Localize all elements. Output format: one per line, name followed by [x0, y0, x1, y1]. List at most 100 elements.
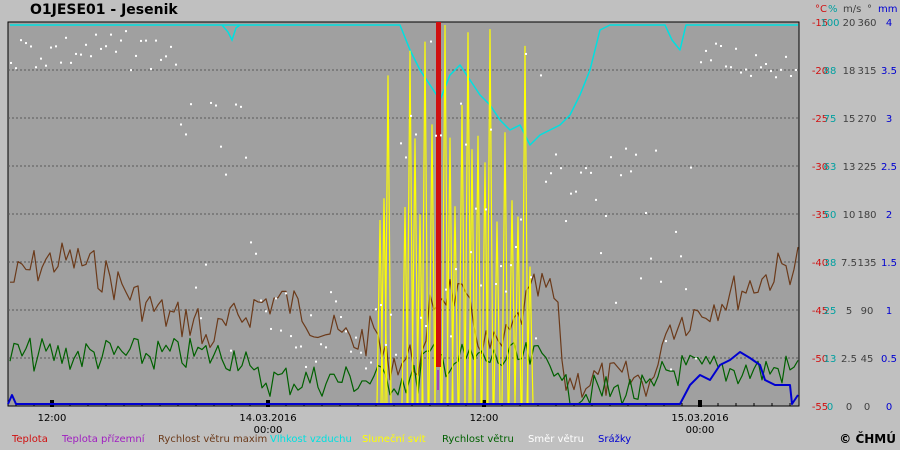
wind-direction-point: [275, 297, 277, 300]
wind-direction-point: [580, 171, 582, 174]
wind-direction-point: [505, 290, 507, 293]
wind-direction-point: [145, 39, 147, 42]
y-tick-label: 88: [824, 66, 837, 77]
wind-direction-point: [560, 167, 562, 170]
wind-max-line: [9, 242, 799, 398]
wind-direction-point: [330, 291, 332, 294]
x-tick-sublabel: 00:00: [686, 425, 715, 436]
y-tick-label: 13: [843, 162, 856, 173]
wind-direction-point: [105, 45, 107, 48]
wind-direction-point: [575, 190, 577, 193]
wind-direction-point: [270, 327, 272, 330]
wind-direction-point: [160, 58, 162, 61]
wind-direction-point: [60, 61, 62, 64]
sunshine-spike: [421, 41, 429, 405]
y-tick-label: -40: [812, 258, 828, 269]
wind-direction-point: [365, 367, 367, 370]
wind-direction-point: [520, 218, 522, 221]
y-tick-label: 2: [886, 210, 892, 221]
wind-direction-point: [765, 63, 767, 66]
wind-direction-point: [500, 265, 502, 268]
sunshine-spike: [446, 137, 454, 405]
y-tick-label: 1.5: [881, 258, 897, 269]
sunshine-spike: [474, 135, 482, 405]
series-layer: [7, 22, 799, 405]
wind-direction-point: [15, 67, 17, 70]
wind-direction-point: [165, 55, 167, 58]
wind-direction-point: [600, 252, 602, 255]
legend-item: Teplota: [12, 434, 48, 445]
wind-direction-point: [605, 214, 607, 217]
humidity-line: [10, 24, 798, 146]
chart-title: O1JESE01 - Jesenik: [30, 2, 178, 18]
wind-direction-point: [690, 166, 692, 169]
wind-direction-point: [495, 282, 497, 285]
wind-direction-point: [50, 46, 52, 49]
wind-direction-point: [265, 310, 267, 313]
wind-direction-point: [300, 345, 302, 348]
wind-direction-point: [230, 349, 232, 352]
unit-label: mm: [878, 4, 898, 15]
y-tick-label: 2.5: [881, 162, 897, 173]
wind-direction-point: [705, 49, 707, 52]
wind-direction-point: [645, 211, 647, 214]
copyright: © ČHMÚ: [839, 432, 896, 446]
sunshine-spike: [441, 25, 449, 405]
wind-direction-point: [170, 45, 172, 48]
wind-direction-point: [190, 103, 192, 106]
y-tick-label: -25: [812, 114, 828, 125]
y-tick-label: 10: [843, 210, 856, 221]
y-tick-label: 0: [827, 402, 833, 413]
y-tick-label: -30: [812, 162, 828, 173]
wind-direction-point: [320, 343, 322, 346]
wind-direction-point: [305, 365, 307, 368]
wind-direction-point: [625, 147, 627, 150]
wind-direction-point: [620, 174, 622, 177]
wind-direction-point: [180, 123, 182, 126]
wind-direction-point: [755, 54, 757, 57]
x-tick-label: 15.03.2016: [671, 413, 728, 424]
y-tick-label: 90: [861, 306, 874, 317]
wind-direction-point: [310, 314, 312, 317]
wind-direction-point: [355, 336, 357, 339]
wind-direction-point: [65, 36, 67, 39]
wind-direction-point: [125, 30, 127, 33]
wind-direction-point: [360, 351, 362, 354]
legend-item: Směr větru: [528, 434, 584, 445]
wind-direction-point: [565, 220, 567, 223]
wind-direction-point: [630, 170, 632, 173]
wind-direction-point: [195, 286, 197, 289]
x-tick-label: 12:00: [38, 413, 67, 424]
wind-direction-point: [650, 257, 652, 260]
y-tick-label: 100: [820, 18, 839, 29]
wind-direction-point: [475, 207, 477, 210]
wind-direction-point: [250, 241, 252, 244]
wind-direction-point: [410, 114, 412, 117]
wind-direction-point: [760, 66, 762, 69]
wind-direction-point: [205, 263, 207, 266]
y-tick-label: 135: [857, 258, 876, 269]
y-tick-label: 360: [857, 18, 876, 29]
wind-direction-point: [445, 288, 447, 291]
wind-direction-point: [615, 301, 617, 304]
sunshine-spike: [428, 124, 436, 405]
wind-direction-point: [350, 350, 352, 353]
x-tick-label: 12:00: [470, 413, 499, 424]
wind-direction-point: [780, 68, 782, 71]
x-tick-label: 14.03.2016: [239, 413, 296, 424]
wind-direction-point: [30, 45, 32, 48]
x-major-tick: [698, 400, 702, 407]
wind-direction-point: [775, 76, 777, 79]
sunshine-spike: [481, 162, 489, 405]
wind-direction-point: [405, 156, 407, 159]
wind-direction-point: [235, 103, 237, 106]
wind-direction-point: [220, 145, 222, 148]
y-tick-label: 0: [864, 402, 870, 413]
wind-direction-point: [700, 61, 702, 64]
wind-direction-point: [550, 172, 552, 175]
sunshine-spike: [411, 138, 419, 405]
wind-direction-point: [740, 71, 742, 74]
y-tick-label: -45: [812, 306, 828, 317]
y-tick-label: 13: [824, 354, 837, 365]
